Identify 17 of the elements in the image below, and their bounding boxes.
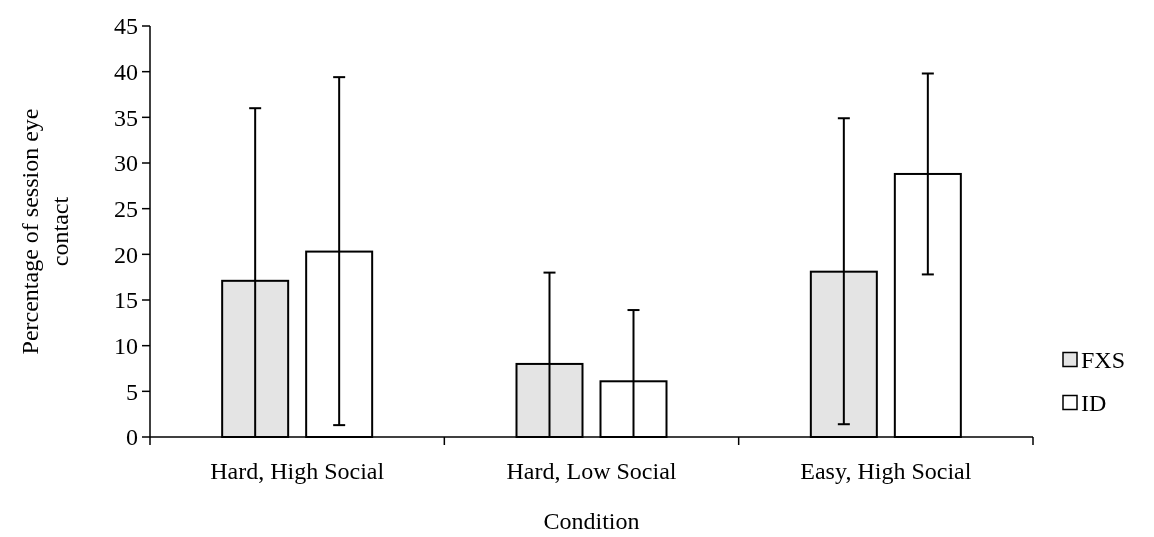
y-tick-label: 35 <box>114 104 138 131</box>
y-axis-title: Percentage of session eye contact <box>17 108 73 355</box>
x-tick-label: Hard, Low Social <box>506 458 677 484</box>
x-tick-label: Hard, High Social <box>210 458 385 484</box>
y-tick-label: 45 <box>114 13 138 40</box>
x-axis-title: Condition <box>543 508 640 534</box>
y-tick-label: 5 <box>126 378 138 405</box>
y-tick-label: 30 <box>114 150 138 177</box>
y-tick-label: 20 <box>114 241 138 268</box>
legend-label: FXS <box>1081 346 1126 373</box>
legend-label: ID <box>1081 389 1107 416</box>
y-tick-label: 25 <box>114 196 138 223</box>
x-tick-label: Easy, High Social <box>800 458 972 484</box>
y-tick-label: 40 <box>114 59 138 86</box>
y-tick-label: 15 <box>114 287 138 314</box>
y-tick-label: 0 <box>126 424 138 451</box>
y-tick-label: 10 <box>114 333 138 360</box>
